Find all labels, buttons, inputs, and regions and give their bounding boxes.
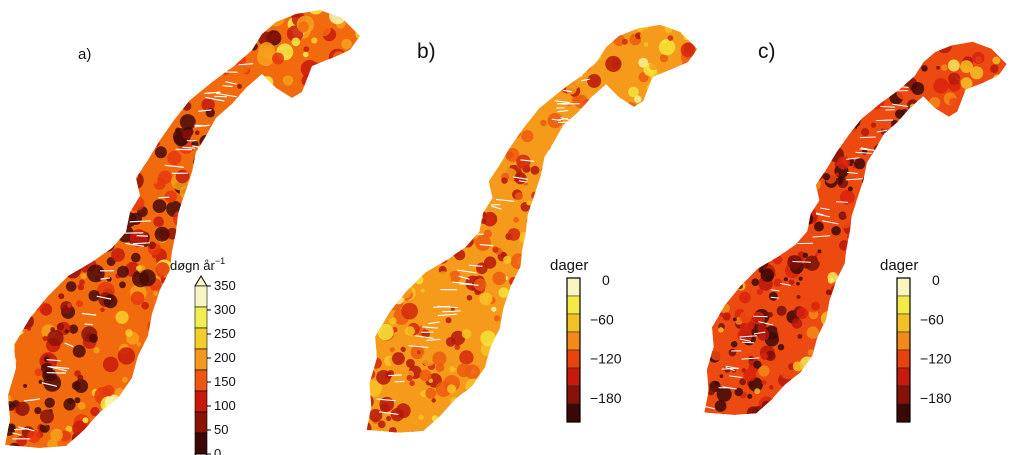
legend-a-swatch [195,307,207,328]
legend-b-tick-label: −180 [590,390,622,406]
legend-a-swatch [195,391,207,412]
legend-b-tick-label: 0 [602,272,610,288]
legend-a-unit: døgn år−1 [170,256,225,273]
legend-a-swatch [195,286,207,307]
legend-a-tick-label: 300 [214,302,236,317]
legend-a-tick-label: 0 [214,446,221,455]
legend-b-tick-label: −60 [590,311,614,327]
legend-c-swatch [897,332,910,350]
legend-b-swatch [567,368,580,386]
legend-b-swatch [567,314,580,332]
legend-a-ticks: 350 300 250 200 150 100 50 0 [207,278,236,455]
legend-a-swatch [195,370,207,391]
map-panel-b: b) dager 0−60−120−180 [362,0,702,450]
legend-c: dager 0 −60 −120 −180 [880,254,970,419]
legend-c-title: dager [880,257,918,274]
legend-a-tick-label: 150 [214,374,236,389]
legend-c-tick-label: −180 [920,390,952,406]
legend-c-swatch [897,368,910,386]
legend-c-swatch [897,314,910,332]
legend-b: dager 0 −60 −120 −180 [550,254,640,419]
legend-a-swatch [195,433,207,454]
legend-b-swatch [567,386,580,404]
legend-a-tick-label: 350 [214,278,236,293]
legend-c-tick-label: −120 [920,351,952,367]
legend-b-colorbar [567,278,580,422]
legend-b-tick-label: −120 [590,351,622,367]
legend-c-ticks: 0 −60 −120 −180 [920,272,952,406]
legend-c-swatch [897,386,910,404]
legend-a-colorbar [195,276,207,455]
legend-b-swatch [567,278,580,296]
legend-c-colorbar [897,278,910,422]
legend-b-swatch [567,332,580,350]
legend-a-swatch [195,412,207,433]
legend-a-extend-max [195,276,207,286]
legend-a-tick-label: 200 [214,350,236,365]
legend-c-swatch [897,278,910,296]
map-texture [362,9,702,441]
legend-a-tick-label: 100 [214,398,236,413]
legend-c-swatch [897,350,910,368]
legend-c-tick-label: −60 [920,311,944,327]
norway-map-b [362,0,702,450]
legend-a-swatch [195,328,207,349]
legend-b-ticks: 0 −60 −120 −180 [590,272,622,406]
legend-b-swatch [567,404,580,422]
legend-a: døgn år−1 350 300 250 200 150 100 50 0 [160,254,250,455]
legend-c-swatch [897,404,910,422]
legend-a-tick-label: 50 [214,422,228,437]
map-panel-c: c) dager 0−60−120−180 [700,0,1011,450]
legend-a-swatch [195,349,207,370]
legend-c-swatch [897,296,910,314]
legend-a-tick-label: 250 [214,326,236,341]
legend-b-title: dager [550,257,588,274]
legend-b-swatch [567,350,580,368]
legend-b-swatch [567,296,580,314]
legend-c-tick-label: 0 [932,272,940,288]
